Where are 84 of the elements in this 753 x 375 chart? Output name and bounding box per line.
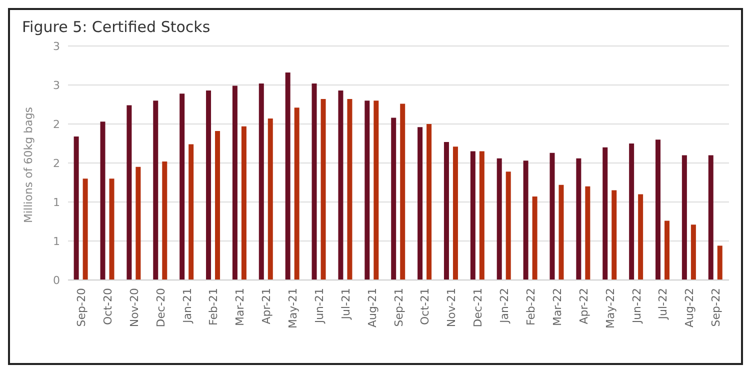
bar [82,178,88,280]
y-axis-title: Millions of 60kg bags [22,106,35,223]
bar [347,99,352,280]
x-tick-label: May-21 [286,288,300,329]
x-tick-label: May-22 [604,288,617,329]
bar [312,83,317,280]
bar [655,140,660,280]
bar [74,136,79,280]
bar [153,100,158,280]
chart-title: Figure 5: Certified Stocks [22,18,210,36]
bar [496,158,502,280]
bar [708,155,714,280]
bar [338,90,344,280]
bar [426,124,432,280]
bar [206,90,212,280]
x-tick-label: Aug-21 [366,288,379,328]
bar [690,224,696,280]
bar [479,151,484,280]
x-tick-label: Jul-22 [656,288,670,320]
y-tick-label: 3 [53,78,60,92]
x-tick-label: Sep-22 [710,288,723,327]
x-tick-label: Apr-22 [577,288,590,324]
bar [629,144,634,280]
bar [162,161,168,280]
bar [452,146,458,280]
bar [444,142,449,280]
bar [285,72,290,280]
x-tick-label: Oct-21 [418,288,432,325]
bar [136,166,141,280]
bar [576,158,582,280]
bar [400,104,406,280]
bar [612,190,617,280]
x-tick-label: Nov-21 [445,288,458,328]
x-tick-label: Aug-22 [683,288,696,328]
bar [717,246,722,280]
y-tick-label: 2 [53,156,60,170]
bar [100,122,106,280]
x-tick-label: Feb-22 [524,288,538,326]
x-tick-label: Mar-21 [234,288,247,326]
bar [391,118,396,280]
x-tick-label: Nov-20 [128,288,141,328]
y-tick-label: 0 [53,274,60,287]
bar [418,127,423,280]
bar [258,83,264,280]
x-tick-label: Apr-21 [260,288,274,324]
bar [188,144,194,280]
bar [364,100,370,280]
y-tick-label: 3 [53,40,60,53]
bar [585,186,590,280]
bar [180,94,185,280]
x-tick-label: Mar-22 [550,288,564,326]
bar [215,131,220,280]
bar [523,160,528,280]
bar [558,184,564,280]
bar [470,151,476,280]
y-tick-label: 1 [53,234,60,248]
x-tick-label: Jul-21 [339,288,352,320]
x-tick-label: Jun-22 [630,288,644,324]
bar [532,196,538,280]
bar [320,99,326,280]
bar [232,86,238,280]
bar [682,155,687,280]
bar [374,100,379,280]
bar [109,178,114,280]
bar [294,108,300,280]
x-tick-label: Jan-21 [180,288,194,324]
bar [638,194,644,280]
bar [664,220,670,280]
y-tick-label: 1 [53,196,60,209]
y-tick-label: 2 [53,118,60,131]
x-tick-label: Dec-20 [154,288,168,328]
x-tick-label: Sep-21 [392,288,406,327]
bar [268,118,273,280]
bar [241,126,246,280]
x-tick-label: Jan-22 [498,288,512,324]
x-tick-label: Dec-21 [472,288,485,328]
bar [506,172,511,280]
bar [126,105,132,280]
bar [602,147,608,280]
x-tick-label: Feb-21 [207,288,220,326]
x-tick-label: Oct-20 [101,288,114,325]
x-tick-label: Jun-21 [312,288,326,324]
bar [550,152,555,280]
x-tick-label: Sep-20 [75,288,88,327]
